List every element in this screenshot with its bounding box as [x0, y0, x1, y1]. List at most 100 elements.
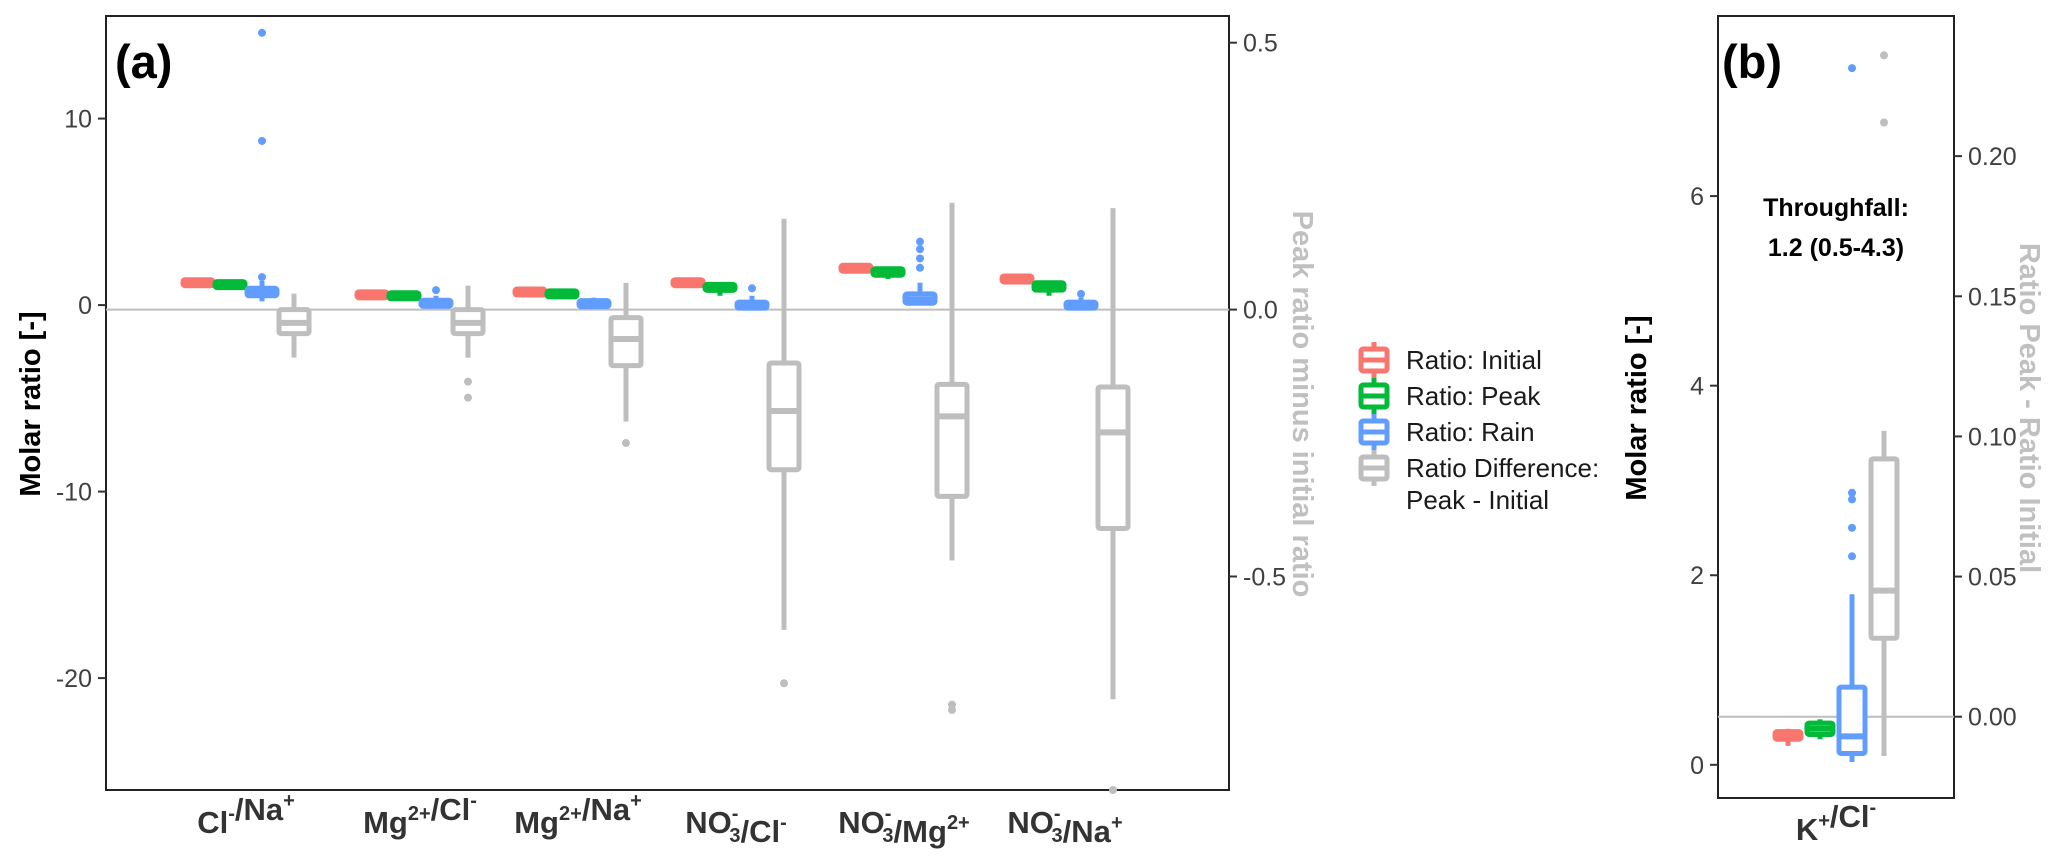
outlier-point: [1848, 495, 1856, 504]
right-axis-tick-label: 0.0: [1243, 297, 1278, 325]
box-body: [934, 381, 970, 499]
box-ratio-difference-peak-initial-0: [1868, 51, 1900, 756]
box-body: [1836, 684, 1868, 756]
legend-item-3: Ratio Difference:Peak - Initial: [1358, 450, 1599, 515]
box-ratio-initial-0: [180, 277, 216, 289]
legend-label: Ratio Difference:: [1406, 453, 1599, 483]
category-label-mg_na: Mg2+/Na+: [514, 790, 642, 840]
left-axis-tick-label: 6: [1690, 183, 1704, 211]
box-ratio-initial-0: [1772, 728, 1804, 746]
outlier-point: [258, 273, 266, 282]
box-ratio-initial-5: [999, 273, 1035, 285]
category-label-no3_na: NO-3/Na+: [1007, 803, 1122, 849]
outlier-point: [1848, 488, 1856, 497]
panel-a: (a) Molar ratio [-] Peak ratio minus ini…: [15, 15, 1318, 849]
box-ratio-peak-1: [386, 290, 422, 302]
box-ratio-initial-4: [838, 262, 874, 274]
category-label-no3_mg: NO-3/Mg2+: [838, 803, 970, 849]
category-label-cl_na: Cl-/Na+: [197, 790, 295, 840]
box-ratio-rain-0: [244, 28, 280, 302]
left-axis-tick-label: 4: [1690, 373, 1704, 401]
outlier-point: [1848, 523, 1856, 532]
box-ratio-difference-peak-initial-0: [276, 293, 312, 358]
box-ratio-rain-5: [1063, 289, 1099, 311]
left-axis-tick-label: 10: [64, 106, 92, 134]
left-axis-tick-label: -10: [56, 479, 92, 507]
left-axis-tick-label: 2: [1690, 562, 1704, 590]
legend-key: [1358, 342, 1390, 378]
box-ratio-peak-4: [870, 266, 906, 279]
box-ratio-rain-2: [576, 297, 612, 310]
outlier-point: [916, 237, 924, 246]
right-axis-tick-label: 0.10: [1968, 423, 2017, 451]
outlier-point: [948, 705, 956, 714]
left-axis-tick-label: -20: [56, 665, 92, 693]
box-ratio-difference-peak-initial-5: [1095, 208, 1131, 794]
panel-b-right-axis-title: Ratio Peak - Ratio Initial: [2013, 243, 2045, 573]
panel-a-left-axis-title: Molar ratio [-]: [15, 311, 47, 496]
legend-key: [1358, 378, 1390, 414]
panel-b: (b) Molar ratio [-] Ratio Peak - Ratio I…: [1621, 15, 2045, 847]
right-axis-tick-label: -0.5: [1243, 563, 1286, 591]
box-body: [1095, 384, 1131, 531]
throughfall-annotation-line2: 1.2 (0.5-4.3): [1768, 234, 1904, 262]
box-ratio-rain-1: [418, 286, 454, 309]
right-axis-tick-label: 0.00: [1968, 704, 2017, 732]
legend-label: Ratio: Rain: [1406, 417, 1535, 447]
category-label-k_cl: K+/Cl-: [1796, 797, 1876, 847]
legend-item-0: Ratio: Initial: [1358, 342, 1542, 378]
outlier-point: [258, 28, 266, 37]
box-ratio-initial-1: [354, 289, 390, 301]
box-ratio-peak-5: [1031, 280, 1067, 296]
box-ratio-peak-2: [544, 288, 580, 300]
legend-label: Ratio: Initial: [1406, 345, 1542, 375]
box-ratio-difference-peak-initial-2: [608, 282, 644, 448]
category-label-no3_cl: NO-3/Cl-: [685, 803, 787, 849]
outlier-point: [464, 377, 472, 386]
outlier-point: [916, 245, 924, 254]
outlier-point: [1880, 118, 1888, 127]
legend-key: [1358, 414, 1390, 450]
box-body: [1868, 456, 1900, 641]
legend-item-1: Ratio: Peak: [1358, 378, 1541, 414]
left-axis-tick-label: 0: [1690, 752, 1704, 780]
box-ratio-rain-3: [734, 284, 770, 311]
outlier-point: [1109, 786, 1117, 794]
legend-item-2: Ratio: Rain: [1358, 414, 1535, 450]
outlier-point: [1848, 64, 1856, 73]
outlier-point: [258, 136, 266, 145]
box-ratio-initial-2: [512, 286, 548, 298]
legend-label: Ratio: Peak: [1406, 381, 1541, 411]
outlier-point: [622, 439, 630, 448]
outlier-point: [780, 679, 788, 688]
right-axis-tick-label: 0.5: [1243, 30, 1278, 58]
panel-b-left-axis-title: Molar ratio [-]: [1621, 315, 1653, 500]
legend-key: [1358, 450, 1390, 486]
box-body: [766, 360, 802, 473]
legend-label-line2: Peak - Initial: [1406, 485, 1549, 515]
category-label-mg_cl: Mg2+/Cl-: [363, 790, 477, 840]
box-ratio-peak-3: [702, 281, 738, 296]
outlier-point: [748, 284, 756, 293]
right-axis-tick-label: 0.20: [1968, 143, 2017, 171]
outlier-point: [1880, 51, 1888, 60]
box-ratio-initial-3: [670, 277, 706, 289]
panel-a-label: (a): [115, 35, 172, 88]
outlier-point: [432, 286, 440, 295]
panel-a-right-axis-title: Peak ratio minus initial ratio: [1286, 211, 1318, 598]
box-ratio-difference-peak-initial-1: [450, 285, 486, 402]
box-ratio-difference-peak-initial-4: [934, 202, 970, 714]
box-ratio-rain-0: [1836, 64, 1868, 762]
panel-b-frame: [1717, 15, 1955, 799]
outlier-point: [464, 393, 472, 402]
box-ratio-rain-4: [902, 237, 938, 306]
panel-a-frame: [105, 15, 1230, 791]
throughfall-annotation-line1: Throughfall:: [1763, 194, 1909, 222]
box-ratio-difference-peak-initial-3: [766, 218, 802, 688]
outlier-point: [1077, 289, 1085, 298]
right-axis-tick-label: 0.15: [1968, 283, 2017, 311]
panel-b-label: (b): [1722, 35, 1782, 88]
left-axis-tick-label: 0: [78, 292, 92, 320]
